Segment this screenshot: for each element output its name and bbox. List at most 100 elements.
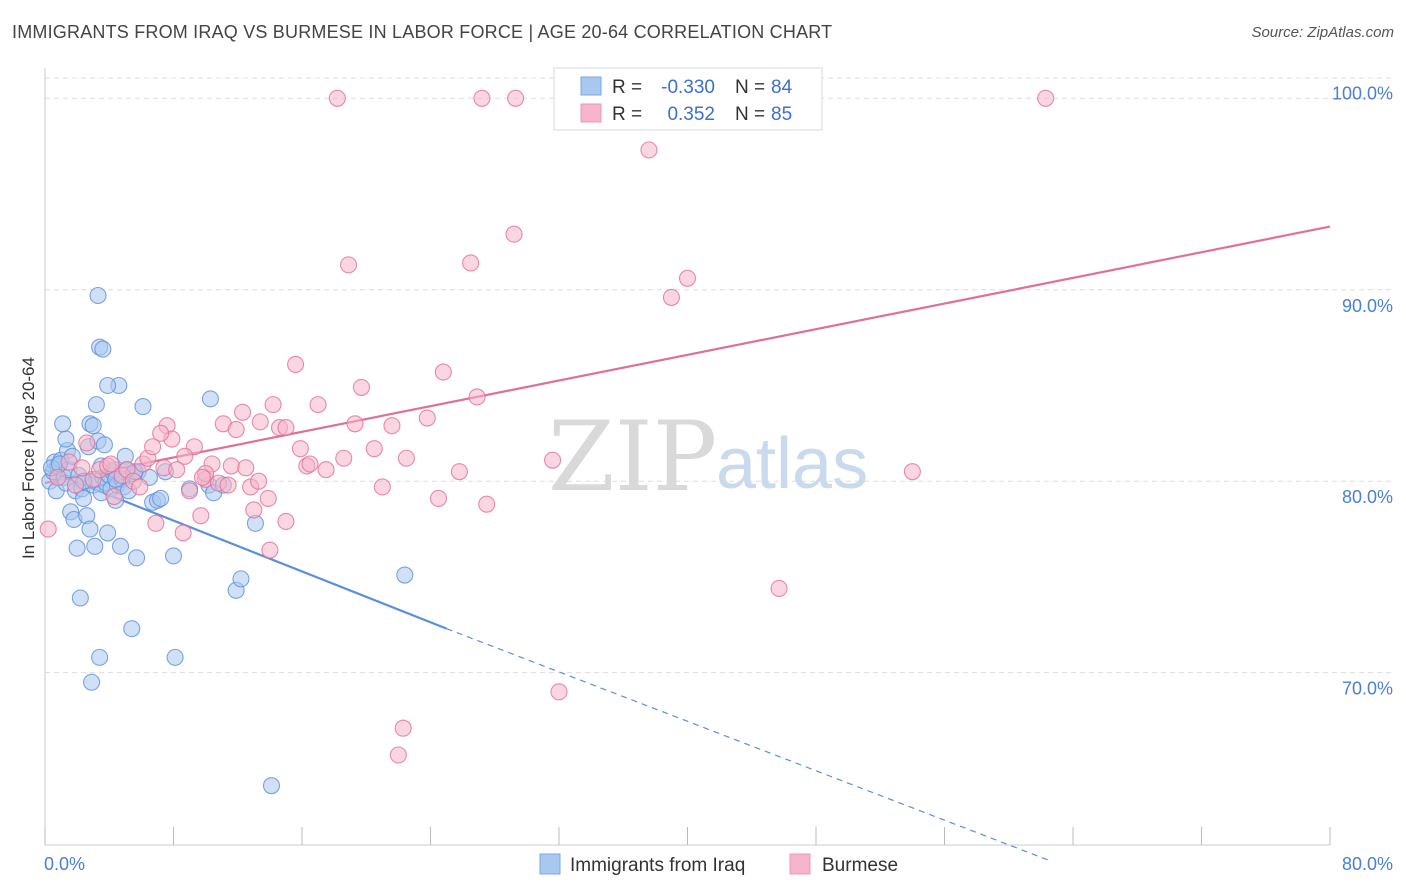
burmese-point xyxy=(397,449,415,467)
iraq-point xyxy=(87,396,105,414)
burmese-point xyxy=(335,449,353,467)
burmese-point xyxy=(168,461,186,479)
burmese-point xyxy=(662,288,680,306)
burmese-point xyxy=(277,419,295,437)
trend-lines xyxy=(44,225,1331,861)
burmese-point xyxy=(222,457,240,475)
burmese-point xyxy=(550,683,568,701)
burmese-point xyxy=(39,520,57,538)
y-tick-label: 100.0% xyxy=(1332,83,1393,103)
iraq-point xyxy=(152,489,170,508)
burmese-point xyxy=(770,579,788,597)
burmese-point xyxy=(478,495,496,513)
burmese-point xyxy=(277,512,295,530)
burmese-point xyxy=(352,378,370,396)
burmese-point xyxy=(544,451,562,469)
iraq-point xyxy=(134,397,152,416)
iraq-point xyxy=(57,430,75,448)
burmese-point xyxy=(317,461,335,479)
burmese-point xyxy=(78,434,96,452)
iraq-point xyxy=(94,340,112,358)
burmese-point xyxy=(261,541,279,559)
burmese-point xyxy=(181,482,199,500)
burmese-point xyxy=(144,438,162,456)
watermark: ZIP atlas xyxy=(548,401,868,513)
x-tick-labels: 0.0% 80.0% xyxy=(44,854,1393,874)
burmese-point xyxy=(73,459,91,477)
iraq-point xyxy=(84,417,102,435)
iraq-point xyxy=(89,286,107,305)
trend-line-1 xyxy=(44,225,1331,485)
legend-r-value-burmese: 0.352 xyxy=(667,104,715,125)
burmese-point xyxy=(174,524,192,542)
iraq-point xyxy=(201,390,219,408)
burmese-point xyxy=(245,501,263,519)
burmese-point xyxy=(309,396,327,414)
burmese-point xyxy=(176,447,194,465)
burmese-point xyxy=(468,388,486,406)
burmese-point xyxy=(219,476,237,494)
chart-title: IMMIGRANTS FROM IRAQ VS BURMESE IN LABOR… xyxy=(12,22,833,42)
burmese-point xyxy=(287,355,305,373)
x-tick-label-start: 0.0% xyxy=(44,854,85,874)
watermark-zip: ZIP xyxy=(548,401,717,513)
burmese-point xyxy=(251,413,269,431)
burmese-point xyxy=(418,409,436,427)
legend-r-label: R = xyxy=(612,77,642,98)
iraq-point xyxy=(262,777,281,795)
iraq-point xyxy=(75,489,93,508)
burmese-point xyxy=(678,269,697,287)
legend-n-value-burmese: 85 xyxy=(771,104,792,125)
series-legend-swatch-burmese xyxy=(789,853,811,875)
burmese-point xyxy=(264,396,282,414)
legend-n-label: N = xyxy=(735,77,765,98)
iraq-point xyxy=(111,537,130,555)
legend-n-label: N = xyxy=(735,104,765,125)
burmese-point xyxy=(365,440,383,458)
burmese-point xyxy=(1037,89,1055,107)
legend-swatch-burmese xyxy=(580,103,602,123)
burmese-point xyxy=(394,719,412,737)
burmese-point xyxy=(192,507,210,525)
y-axis-label: In Labor Force | Age 20-64 xyxy=(19,357,38,559)
burmese-point xyxy=(234,403,252,421)
y-tick-label: 70.0% xyxy=(1342,679,1393,699)
iraq-point xyxy=(123,620,141,638)
watermark-atlas: atlas xyxy=(716,424,868,504)
burmese-point xyxy=(462,254,480,272)
burmese-point xyxy=(640,141,658,159)
axes xyxy=(44,68,1331,846)
burmese-point xyxy=(389,746,407,764)
burmese-point xyxy=(473,89,491,107)
series-legend-swatch-iraq xyxy=(539,853,561,875)
iraq-point xyxy=(128,549,146,567)
iraq-point xyxy=(396,566,414,584)
iraq-point xyxy=(68,539,86,557)
burmese-point xyxy=(328,89,346,107)
iraq-point xyxy=(166,648,184,666)
burmese-point xyxy=(434,363,452,381)
burmese-point xyxy=(193,468,211,486)
iraq-point xyxy=(99,524,117,542)
y-tick-labels: 70.0% 80.0% 90.0% 100.0% xyxy=(1332,83,1393,698)
iraq-point xyxy=(54,415,72,433)
burmese-point xyxy=(49,468,67,486)
iraq-point xyxy=(81,520,99,538)
iraq-point xyxy=(83,673,101,691)
burmese-point xyxy=(237,459,255,477)
iraq-point xyxy=(95,436,113,454)
legend-r-label: R = xyxy=(612,104,642,125)
burmese-point xyxy=(131,478,149,496)
iraq-point xyxy=(91,648,109,666)
burmese-point xyxy=(429,489,448,508)
burmese-point xyxy=(340,256,358,274)
burmese-point xyxy=(507,89,525,107)
burmese-point xyxy=(227,420,245,439)
burmese-point xyxy=(301,455,319,473)
legend-n-value-iraq: 84 xyxy=(771,77,793,98)
chart-source: Source: ZipAtlas.com xyxy=(1251,24,1394,41)
trend-line-extension-0 xyxy=(446,628,1050,861)
data-points xyxy=(39,89,1055,795)
series-legend: Immigrants from Iraq Burmese xyxy=(539,853,898,876)
